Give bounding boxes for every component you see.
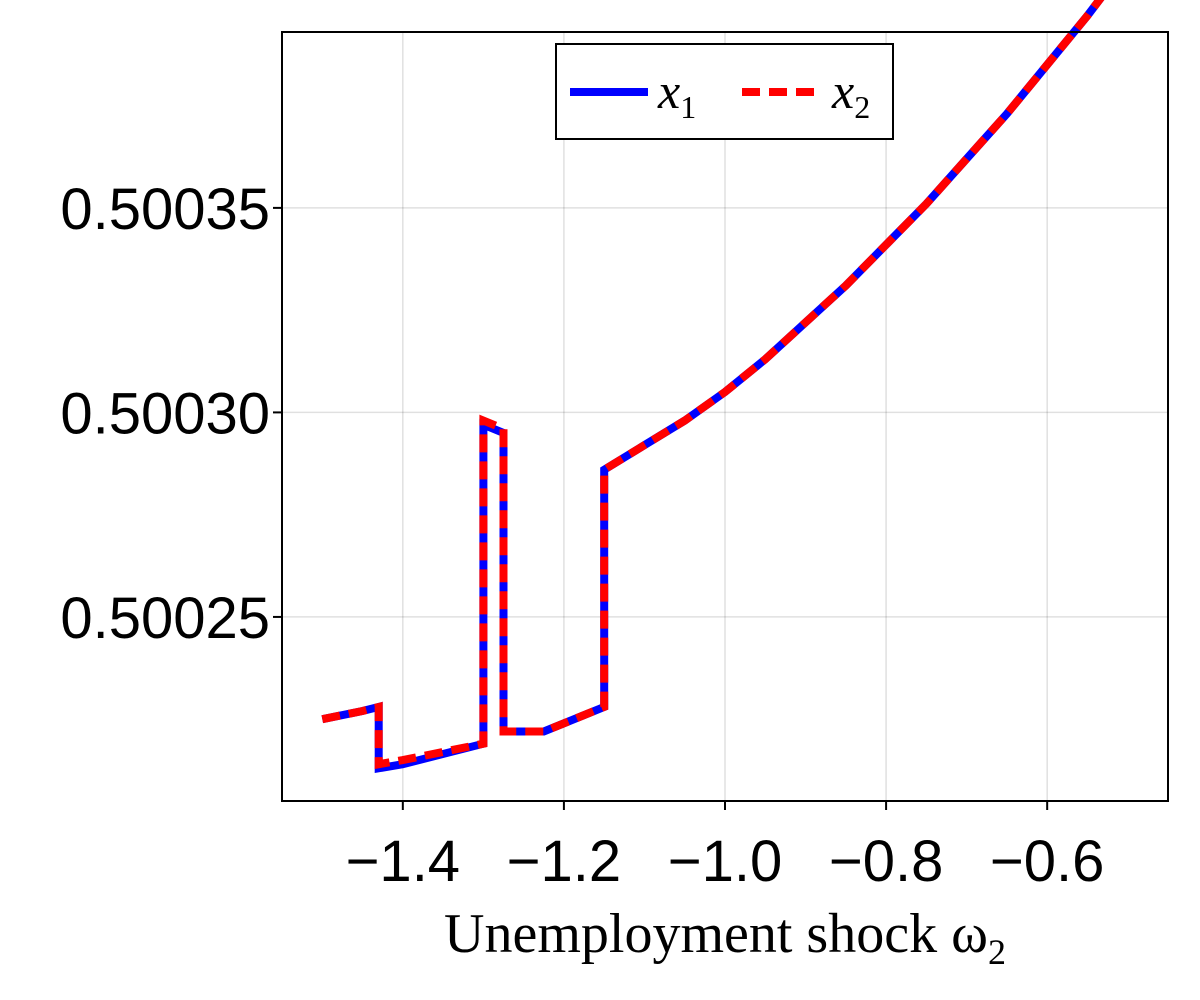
legend-label-x1: x1 xyxy=(657,63,696,125)
legend-label-x2-subscript: 2 xyxy=(854,89,870,125)
x-tick-label: −1.4 xyxy=(346,829,461,894)
legend-label-x1-name: x xyxy=(657,63,680,119)
x-axis-label: Unemployment shock ω2 xyxy=(444,903,1006,972)
series-line-2 xyxy=(321,0,1105,769)
series-layer xyxy=(321,0,1105,774)
x-tick-label: −1.0 xyxy=(668,829,783,894)
y-tick-label: 0.50025 xyxy=(60,586,270,651)
grid-lines xyxy=(282,32,1168,801)
x-tick-label: −0.6 xyxy=(990,829,1105,894)
legend-label-x2-name: x xyxy=(831,63,854,119)
x-tick-label: −1.2 xyxy=(507,829,622,894)
y-tick-label: 0.50035 xyxy=(60,177,270,242)
legend-label-x2: x2 xyxy=(831,63,870,125)
x-axis-label-subscript: 2 xyxy=(988,932,1006,972)
legend: x1 x2 xyxy=(555,43,894,140)
x-axis-label-text: Unemployment shock ω xyxy=(444,903,988,965)
legend-label-x1-subscript: 1 xyxy=(680,89,696,125)
x-axis: −1.4 −1.2 −1.0 −0.8 −0.6 xyxy=(346,801,1105,894)
y-tick-label: 0.50030 xyxy=(60,381,270,446)
y-axis: 0.50025 0.50030 0.50035 xyxy=(60,177,282,651)
x-tick-label: −0.8 xyxy=(829,829,944,894)
